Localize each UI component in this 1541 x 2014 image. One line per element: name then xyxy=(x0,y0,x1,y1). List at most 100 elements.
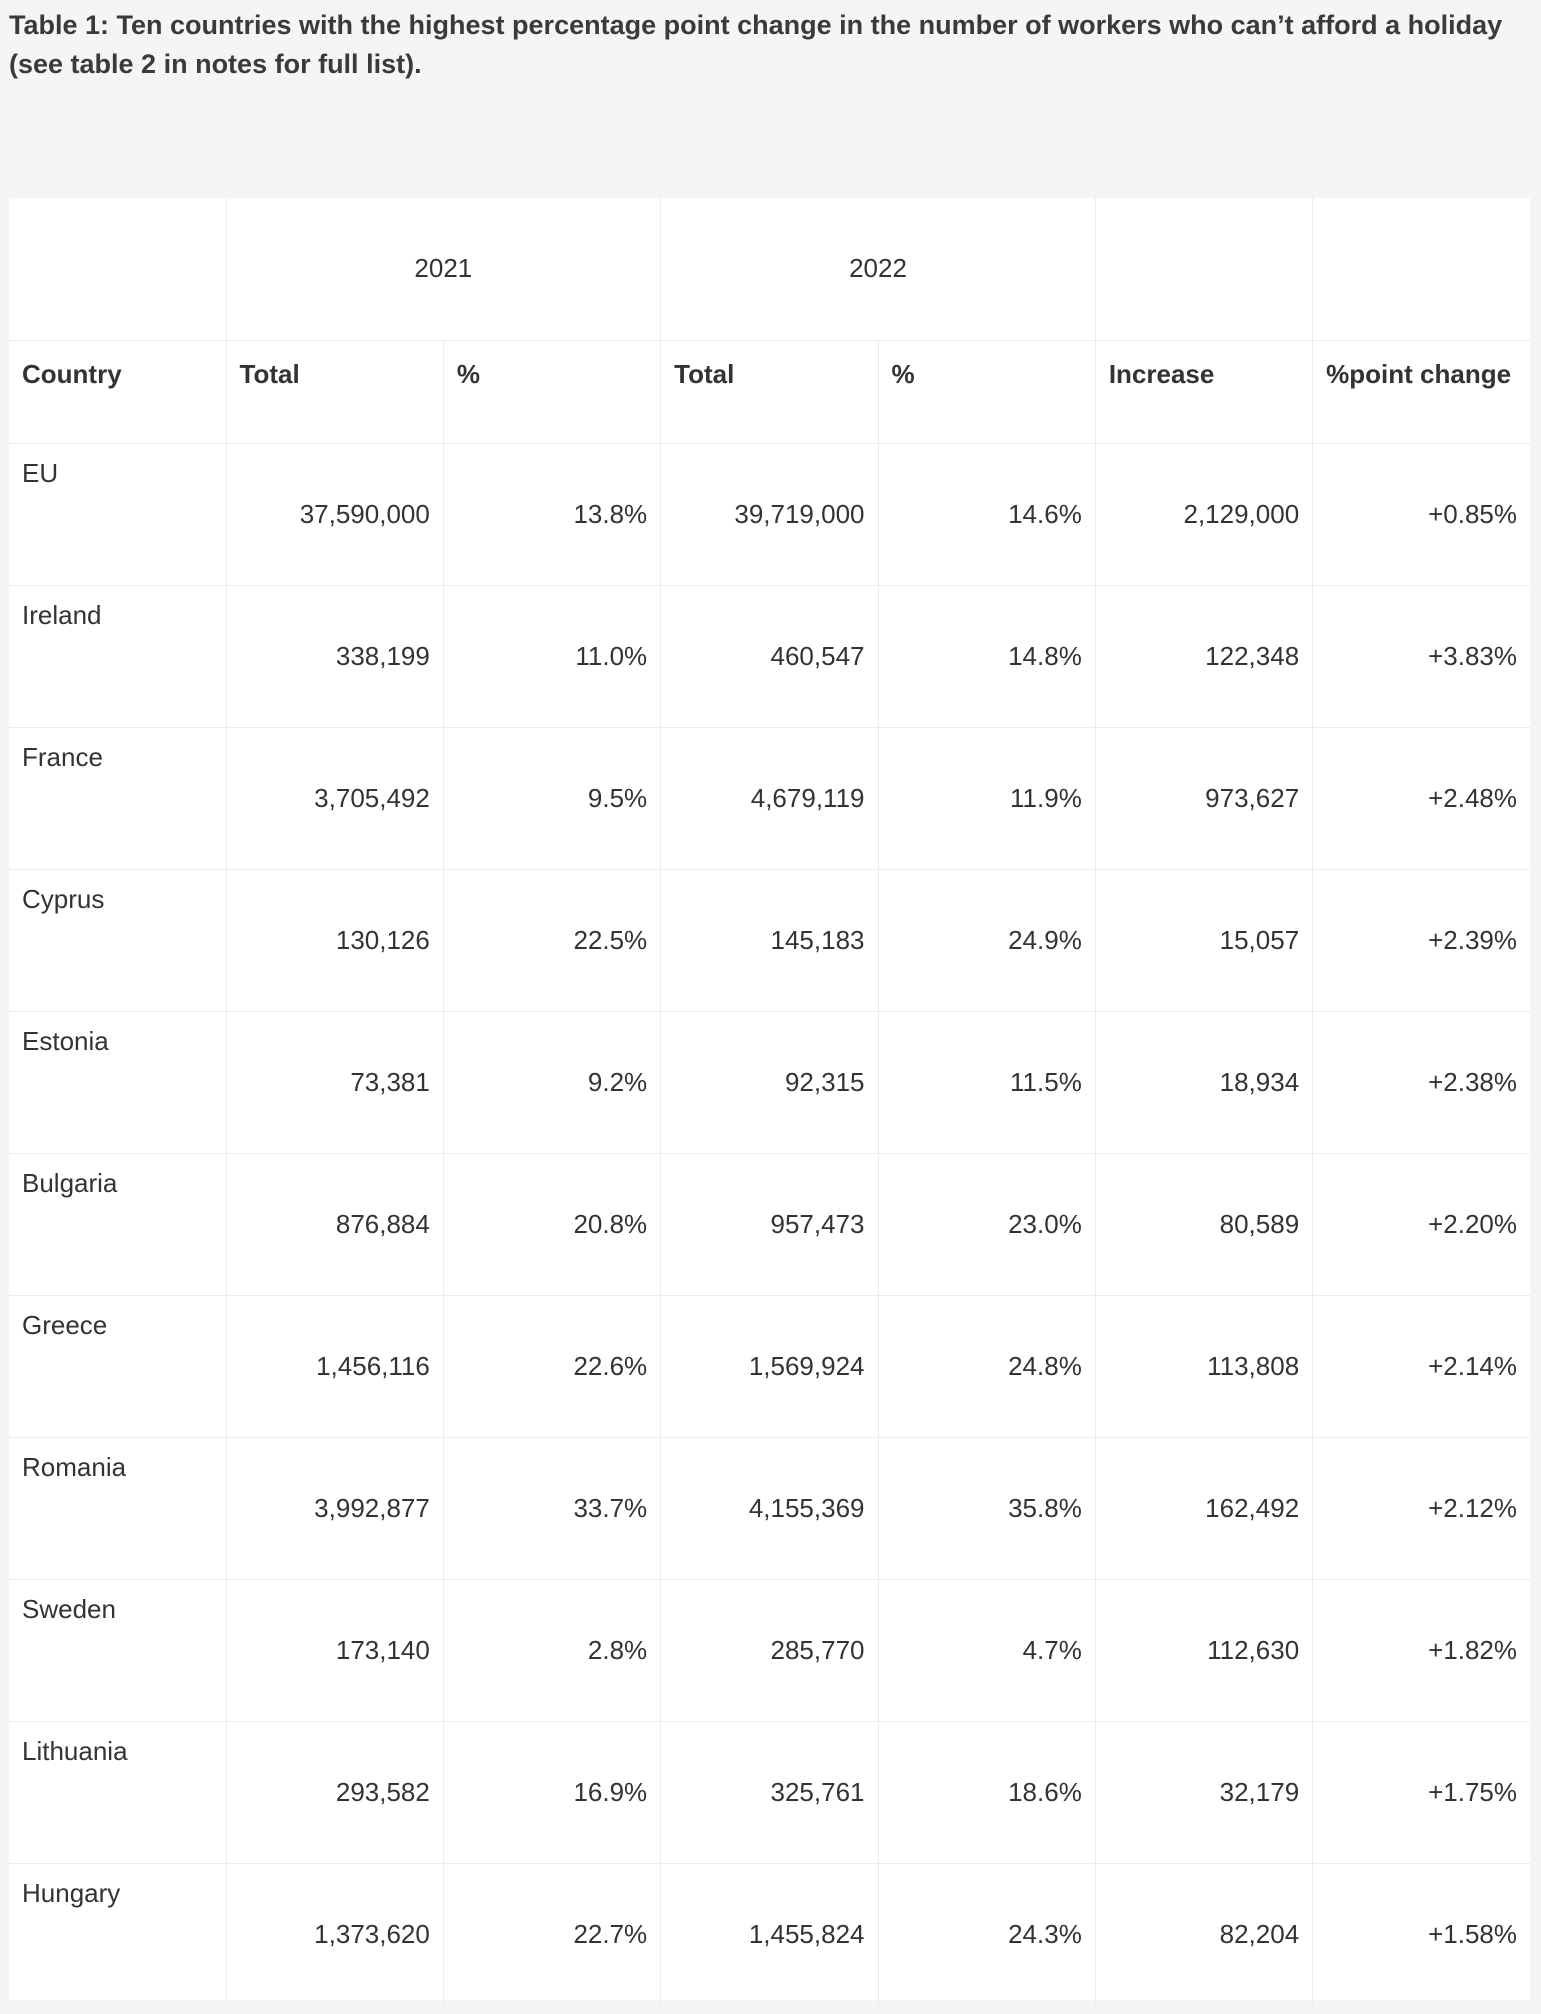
cell-pct-2022: 11.9% xyxy=(878,727,1096,870)
header-country: Country xyxy=(9,340,227,444)
cell-total-2021: 3,705,492 xyxy=(226,727,444,870)
cell-pct-2022: 11.5% xyxy=(878,1011,1096,1154)
table-row: Lithuania 293,582 16.9% 325,761 18.6% 32,179 +… xyxy=(9,1721,1530,1864)
cell-increase: 18,934 xyxy=(1095,1011,1314,1154)
cell-increase: 80,589 xyxy=(1095,1153,1314,1296)
cell-total-2022: 145,183 xyxy=(660,869,879,1012)
cell-pct-2022: 4.7% xyxy=(878,1579,1096,1722)
table-row: Ireland 338,199 11.0% 460,547 14.8% 122,348 +3… xyxy=(9,585,1530,728)
header-pct-2021: % xyxy=(443,340,662,444)
year-header-2022: 2022 xyxy=(660,198,1096,341)
column-header-row: Country Total % Total % Increase %point … xyxy=(9,340,1530,444)
cell-pct-2021: 22.6% xyxy=(443,1295,662,1438)
cell-pct-2021: 16.9% xyxy=(443,1721,662,1864)
cell-pp-change: +2.48% xyxy=(1312,727,1530,870)
cell-total-2022: 325,761 xyxy=(660,1721,879,1864)
cell-pct-2021: 2.8% xyxy=(443,1579,662,1722)
header-total-2021: Total xyxy=(226,340,444,444)
cell-country: Romania xyxy=(9,1437,227,1580)
cell-total-2021: 130,126 xyxy=(226,869,444,1012)
cell-pct-2021: 9.2% xyxy=(443,1011,662,1154)
cell-pct-2021: 22.7% xyxy=(443,1863,662,2005)
cell-pp-change: +2.39% xyxy=(1312,869,1530,1012)
cell-increase: 15,057 xyxy=(1095,869,1314,1012)
cell-pct-2022: 14.8% xyxy=(878,585,1096,728)
cell-total-2021: 73,381 xyxy=(226,1011,444,1154)
cell-country: Estonia xyxy=(9,1011,227,1154)
cell-total-2022: 460,547 xyxy=(660,585,879,728)
year-header-row: 2021 2022 xyxy=(9,198,1530,341)
cell-increase: 122,348 xyxy=(1095,585,1314,728)
cell-pct-2022: 24.9% xyxy=(878,869,1096,1012)
cell-increase: 32,179 xyxy=(1095,1721,1314,1864)
cell-pp-change: +0.85% xyxy=(1312,443,1530,586)
cell-total-2021: 1,456,116 xyxy=(226,1295,444,1438)
cell-total-2022: 957,473 xyxy=(660,1153,879,1296)
cell-pp-change: +1.75% xyxy=(1312,1721,1530,1864)
cell-increase: 112,630 xyxy=(1095,1579,1314,1722)
cell-pct-2022: 23.0% xyxy=(878,1153,1096,1296)
cell-pp-change: +2.20% xyxy=(1312,1153,1530,1296)
table-row: Romania 3,992,877 33.7% 4,155,369 35.8% 162,4… xyxy=(9,1437,1530,1580)
cell-increase: 113,808 xyxy=(1095,1295,1314,1438)
cell-pct-2021: 20.8% xyxy=(443,1153,662,1296)
cell-total-2021: 173,140 xyxy=(226,1579,444,1722)
cell-country: Cyprus xyxy=(9,869,227,1012)
cell-total-2022: 39,719,000 xyxy=(660,443,879,586)
cell-total-2022: 4,155,369 xyxy=(660,1437,879,1580)
cell-pp-change: +1.58% xyxy=(1428,1918,1517,1949)
cell-pct-2022: 18.6% xyxy=(878,1721,1096,1864)
cell-increase: 973,627 xyxy=(1095,727,1314,870)
cell-pp-change: +2.14% xyxy=(1312,1295,1530,1438)
table-row: Hungary 1,373,620 22.7% 1,455,824 24.3% 82,20… xyxy=(9,1863,1530,2005)
cell-pct-2021: 11.0% xyxy=(443,585,662,728)
cell-pct-2022: 14.6% xyxy=(878,443,1096,586)
cell-total-2022: 285,770 xyxy=(660,1579,879,1722)
table-body: EU 37,590,000 13.8% 39,719,000 14.6% 2,129,00… xyxy=(9,443,1530,2005)
table-caption: Table 1: Ten countries with the highest … xyxy=(9,10,1503,79)
header-increase: Increase xyxy=(1095,340,1314,444)
cell-country: Lithuania xyxy=(9,1721,227,1864)
cell-country: Bulgaria xyxy=(9,1153,227,1296)
cell-total-2021: 37,590,000 xyxy=(226,443,444,586)
cell-pct-2022: 35.8% xyxy=(878,1437,1096,1580)
table-row: Bulgaria 876,884 20.8% 957,473 23.0% 80,589 +2… xyxy=(9,1153,1530,1296)
cell-total-2022: 1,455,824 xyxy=(660,1863,879,2005)
cell-pp-change: +2.38% xyxy=(1312,1011,1530,1154)
year-header-empty xyxy=(1095,198,1314,341)
cell-country: Sweden xyxy=(9,1579,227,1722)
year-header-empty xyxy=(9,198,227,341)
cell-pct-2022: 24.8% xyxy=(878,1295,1096,1438)
data-table: 2021 2022 Country Total % Total % Increa… xyxy=(9,198,1530,2005)
cell-total-2021: 876,884 xyxy=(226,1153,444,1296)
cell-total-2021: 1,373,620 xyxy=(226,1863,444,2005)
year-header-2021: 2021 xyxy=(226,198,662,341)
cell-increase: 2,129,000 xyxy=(1095,443,1314,586)
cell-pct-2021: 33.7% xyxy=(443,1437,662,1580)
cell-increase: 82,204 xyxy=(1095,1863,1314,2005)
cell-pct-2021: 22.5% xyxy=(443,869,662,1012)
cell-country: Ireland xyxy=(9,585,227,728)
cell-country: EU xyxy=(9,443,227,586)
cell-pp-change: +3.83% xyxy=(1312,585,1530,728)
cell-pct-2021: 13.8% xyxy=(443,443,662,586)
cell-pp-change: +2.12% xyxy=(1312,1437,1530,1580)
table-row: Estonia 73,381 9.2% 92,315 11.5% 18,934 +2.38% xyxy=(9,1011,1530,1154)
cell-country: Hungary xyxy=(9,1863,227,2005)
cell-total-2022: 4,679,119 xyxy=(660,727,879,870)
cell-increase: 162,492 xyxy=(1095,1437,1314,1580)
table-row: Cyprus 130,126 22.5% 145,183 24.9% 15,057 +2.3… xyxy=(9,869,1530,1012)
table-row: France 3,705,492 9.5% 4,679,119 11.9% 973,627… xyxy=(9,727,1530,870)
cell-total-2021: 338,199 xyxy=(226,585,444,728)
header-pct-2022: % xyxy=(878,340,1096,444)
cell-country: Greece xyxy=(9,1295,227,1438)
cell-pp-change: +1.82% xyxy=(1312,1579,1530,1722)
cell-country: France xyxy=(9,727,227,870)
cell-total-2022: 92,315 xyxy=(660,1011,879,1154)
cell-pct-2021: 9.5% xyxy=(443,727,662,870)
cell-total-2021: 293,582 xyxy=(226,1721,444,1864)
data-table-container: 2021 2022 Country Total % Total % Increa… xyxy=(9,198,1530,2005)
cell-total-2021: 3,992,877 xyxy=(226,1437,444,1580)
year-header-empty xyxy=(1312,198,1530,341)
table-row: Greece 1,456,116 22.6% 1,569,924 24.8% 113,80… xyxy=(9,1295,1530,1438)
